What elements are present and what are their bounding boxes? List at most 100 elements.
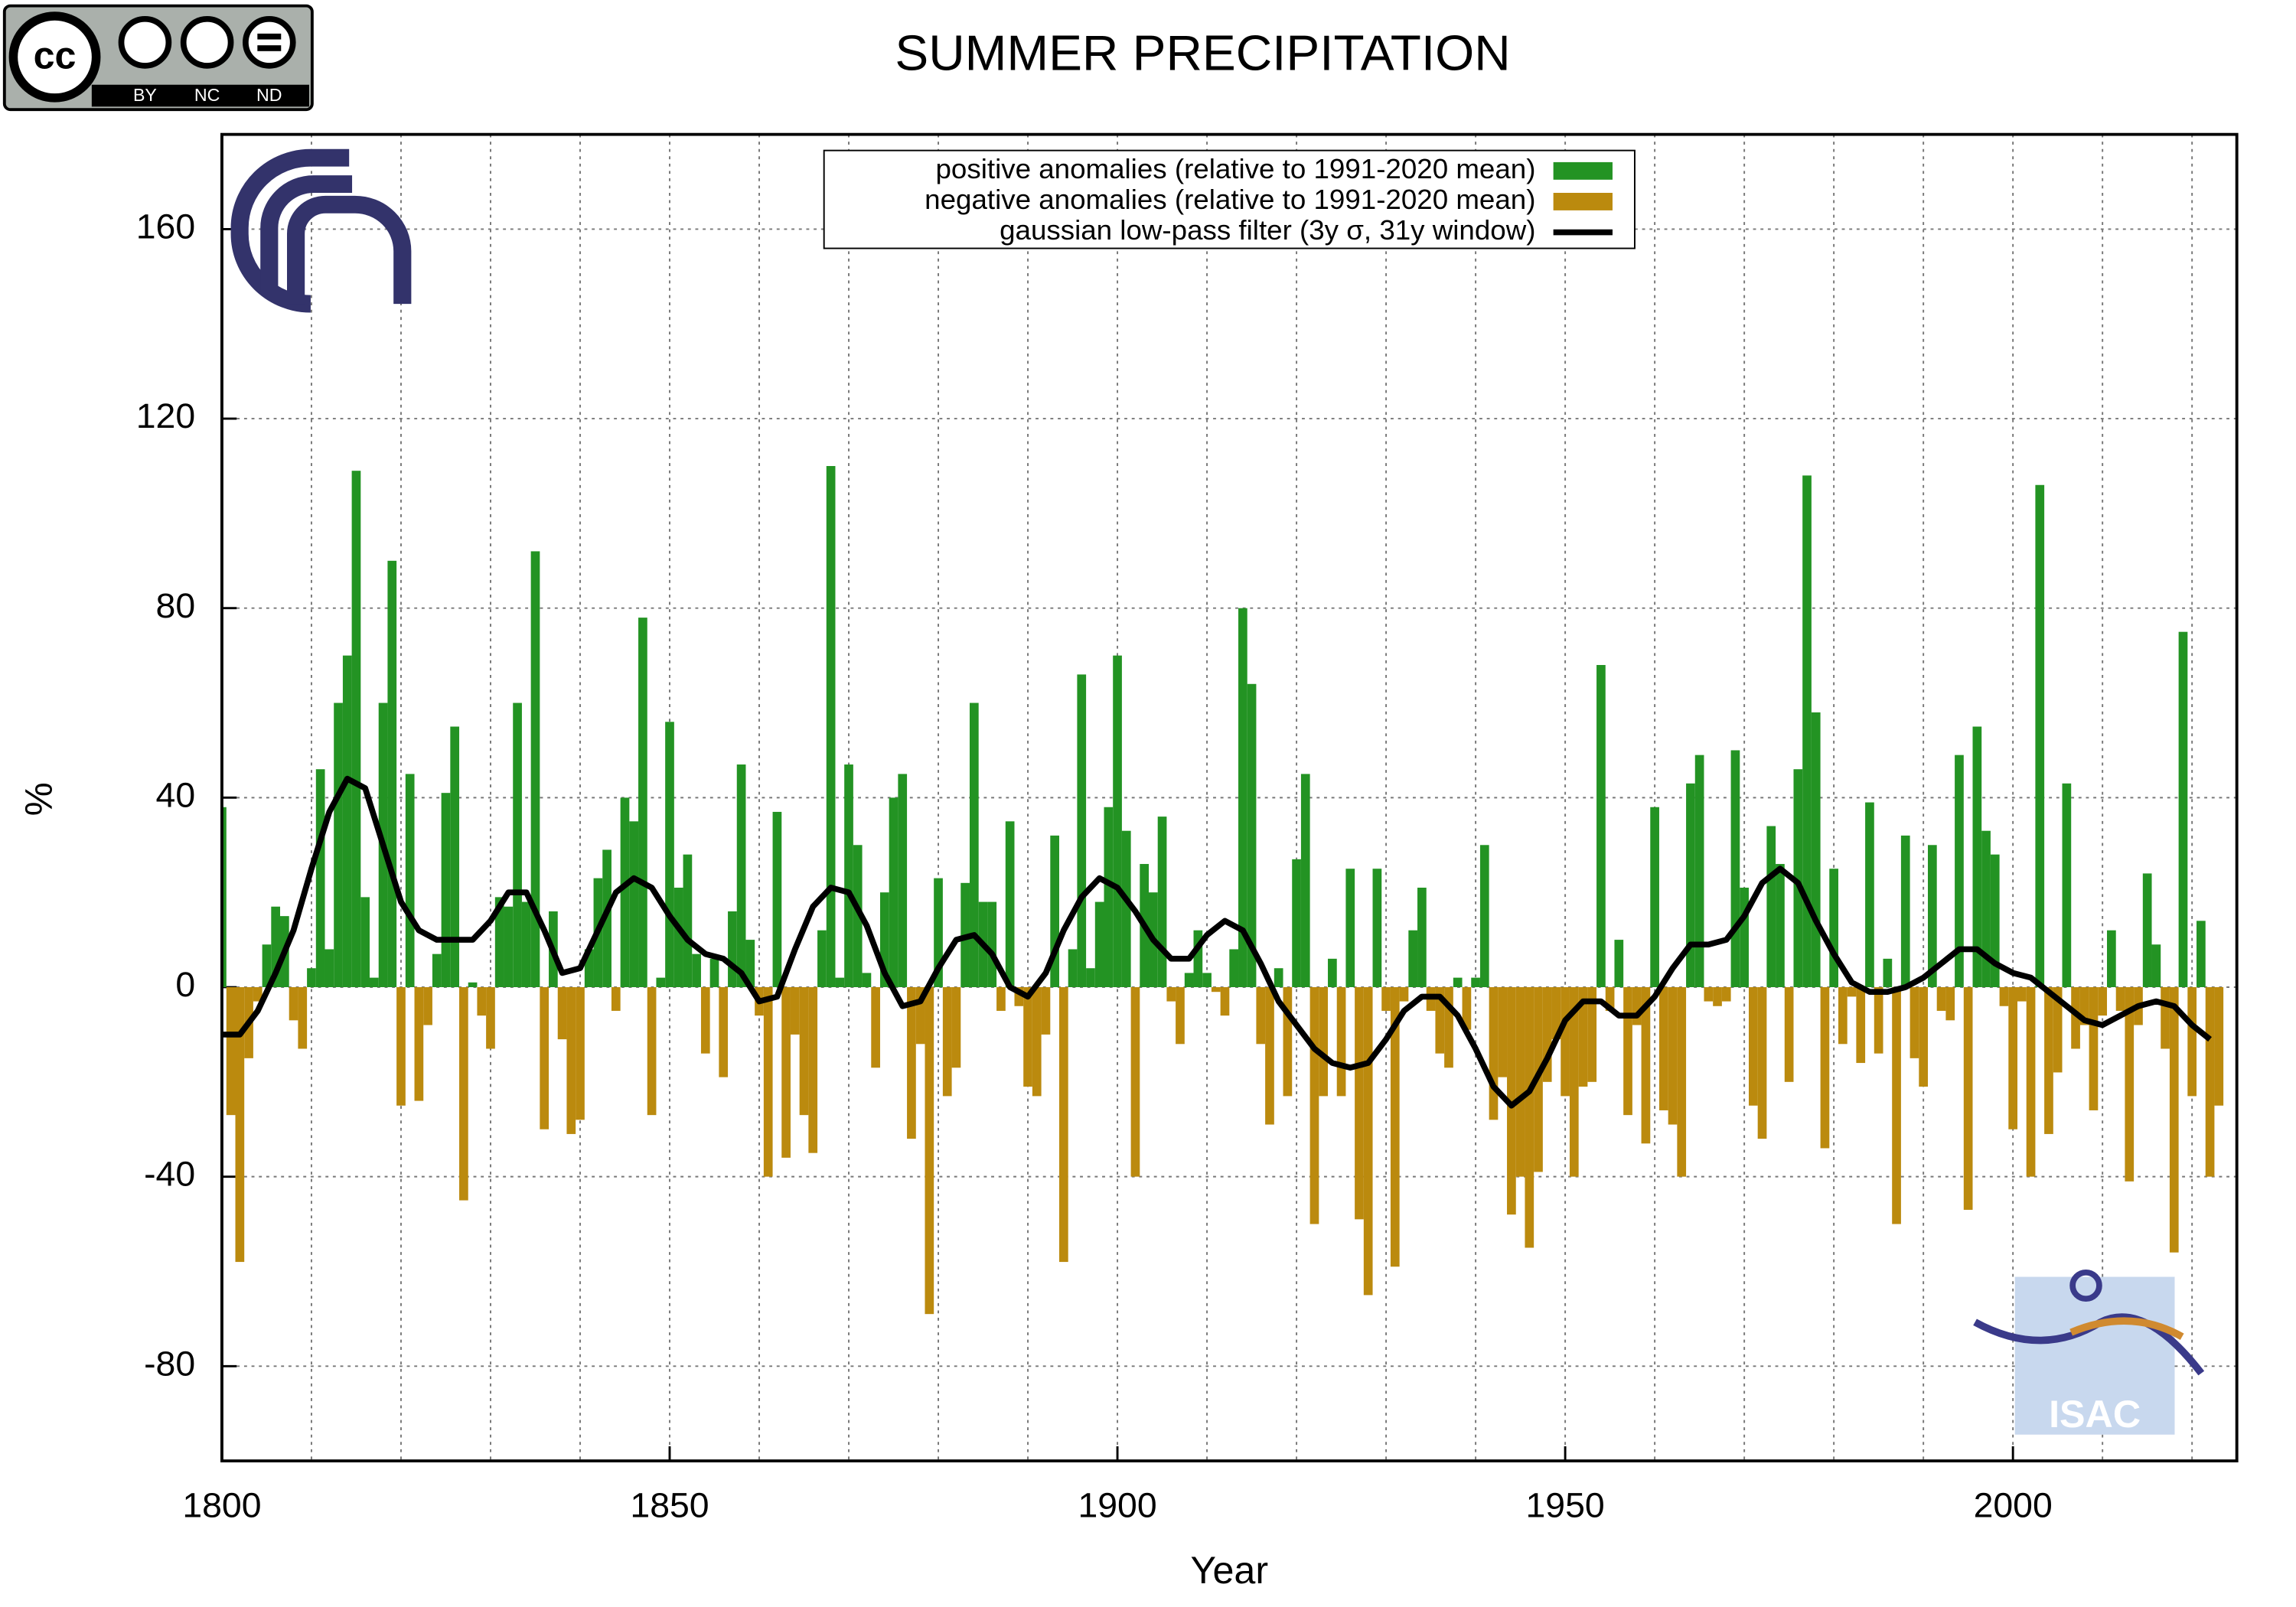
bar	[1900, 835, 1910, 987]
bar	[1417, 887, 1427, 987]
cc-badge: cc BY NC ND	[2, 4, 314, 112]
bar	[370, 977, 379, 987]
bar	[1265, 987, 1274, 1125]
bar	[2197, 921, 2206, 987]
bar	[1757, 987, 1767, 1139]
bar	[1578, 987, 1588, 1087]
bar	[1309, 987, 1319, 1224]
bar	[235, 987, 245, 1263]
bar	[477, 987, 487, 1016]
bar	[1856, 987, 1866, 1064]
bar	[1955, 755, 1964, 987]
bar	[673, 887, 683, 987]
bar	[1686, 783, 1695, 987]
bar	[1802, 475, 1812, 987]
bar	[226, 987, 236, 1116]
bar	[1605, 987, 1615, 1011]
bar	[441, 793, 451, 987]
cc-circle	[8, 11, 101, 103]
bar	[1023, 987, 1032, 1087]
bar	[1283, 987, 1293, 1097]
bar	[736, 764, 746, 987]
bar	[1999, 987, 2009, 1006]
bar	[315, 769, 325, 987]
bar	[1104, 807, 1114, 987]
bar	[1086, 968, 1095, 987]
bar	[2008, 987, 2018, 1129]
bar	[1919, 987, 1928, 1087]
bar	[692, 953, 701, 987]
bar	[1596, 665, 1606, 987]
bar	[1561, 987, 1570, 1097]
bar	[1668, 987, 1678, 1125]
by-text: BY	[133, 85, 157, 105]
bar	[221, 807, 227, 987]
bar	[1910, 987, 1919, 1058]
bar	[584, 949, 594, 987]
legend: positive anomalies (relative to 1991-202…	[823, 149, 1636, 249]
bar	[405, 774, 415, 987]
bar	[1041, 987, 1051, 1035]
bar	[1981, 830, 1991, 987]
bar	[423, 987, 432, 1025]
bar	[1542, 987, 1552, 1082]
bar	[513, 702, 522, 987]
bar	[557, 987, 567, 1040]
bar	[459, 987, 468, 1201]
bar	[1650, 807, 1659, 987]
bar	[1829, 869, 1838, 987]
bar	[1677, 987, 1687, 1177]
bar	[1704, 987, 1714, 1002]
bar	[1094, 901, 1104, 987]
bar	[745, 940, 755, 987]
bar	[1238, 608, 1247, 987]
bar	[1184, 973, 1194, 987]
bar	[1336, 987, 1346, 1097]
bar	[1462, 987, 1472, 1030]
bar	[898, 774, 908, 987]
bar	[2044, 987, 2053, 1134]
bar	[1399, 987, 1409, 1002]
bar	[879, 892, 889, 987]
bar	[2026, 987, 2036, 1177]
bar	[1784, 987, 1794, 1082]
logo-arc	[287, 195, 412, 305]
bar	[1632, 987, 1642, 1025]
by-icon	[118, 16, 172, 69]
plot-area	[220, 132, 2239, 1462]
bar	[1865, 802, 1874, 987]
bar	[2089, 987, 2099, 1110]
bar	[1713, 987, 1722, 1006]
bar	[1408, 930, 1418, 987]
bar	[2161, 987, 2170, 1049]
cnr-logo	[230, 148, 412, 313]
plot-frame	[220, 132, 2239, 1462]
bar	[334, 702, 343, 987]
bar	[1498, 987, 1508, 1077]
bar	[1587, 987, 1597, 1082]
y-tick-label: -80	[144, 1344, 195, 1384]
bar	[1363, 987, 1373, 1296]
bar	[656, 977, 666, 987]
bar	[1121, 830, 1131, 987]
bar	[1058, 987, 1068, 1263]
bar	[728, 911, 737, 987]
y-tick-label: 0	[175, 964, 195, 1004]
bar	[1113, 655, 1122, 987]
bar	[1569, 987, 1579, 1177]
bar	[1892, 987, 1901, 1224]
bar	[1157, 817, 1167, 987]
bar	[1372, 869, 1382, 987]
bar	[1641, 987, 1651, 1144]
legend-label: gaussian low-pass filter (3y σ, 31y wind…	[1000, 214, 1535, 246]
bar	[1014, 987, 1024, 1006]
bar	[540, 987, 550, 1129]
bar	[298, 987, 308, 1049]
bar	[2178, 631, 2188, 987]
bar	[1776, 864, 1785, 987]
bar	[1766, 826, 1776, 987]
bar	[1202, 973, 1212, 987]
legend-swatch	[1553, 161, 1613, 180]
y-tick-label: 80	[156, 585, 196, 625]
bar	[772, 811, 782, 987]
